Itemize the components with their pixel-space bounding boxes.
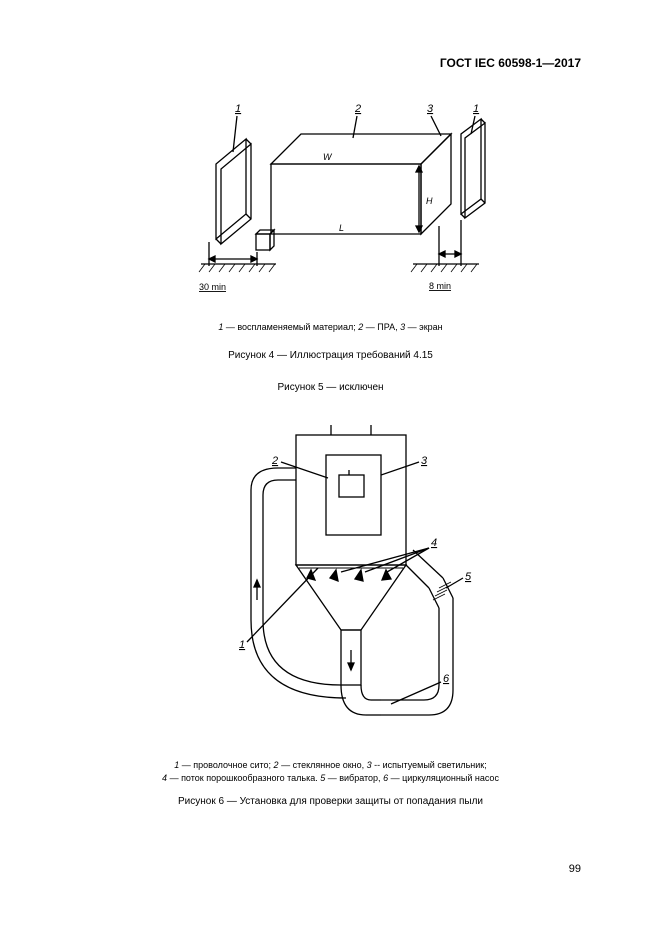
svg-text:3: 3 (427, 103, 434, 115)
figure-5-caption: Рисунок 5 — исключен (277, 382, 383, 393)
svg-text:1: 1 (473, 103, 479, 115)
figure-4: W L H (161, 94, 501, 314)
figure-6-legend: 1 — проволочное сито; 2 — стеклянное окн… (121, 759, 541, 785)
svg-text:2: 2 (271, 455, 278, 467)
svg-text:W: W (323, 152, 333, 162)
svg-text:8 min: 8 min (429, 281, 451, 291)
svg-text:30 min: 30 min (199, 282, 226, 292)
page-number: 99 (569, 863, 581, 875)
page: ГОСТ IEC 60598-1—2017 (0, 0, 661, 935)
document-header: ГОСТ IEC 60598-1—2017 (440, 56, 581, 70)
svg-text:3: 3 (421, 455, 428, 467)
svg-text:L: L (339, 223, 344, 233)
figure-6-caption: Рисунок 6 — Установка для проверки защит… (178, 796, 483, 807)
svg-text:1: 1 (235, 103, 241, 115)
svg-text:5: 5 (465, 571, 472, 583)
svg-text:1: 1 (239, 639, 245, 651)
figure-6: 2 3 1 4 5 6 (181, 420, 481, 750)
figure-4-legend: 1 — воспламеняемый материал; 2 — ПРА, 3 … (218, 322, 442, 332)
figure-4-caption: Рисунок 4 — Иллюстрация требований 4.15 (228, 350, 433, 361)
svg-text:4: 4 (431, 537, 437, 549)
svg-text:6: 6 (443, 673, 450, 685)
svg-text:H: H (426, 196, 433, 206)
svg-text:2: 2 (354, 103, 361, 115)
